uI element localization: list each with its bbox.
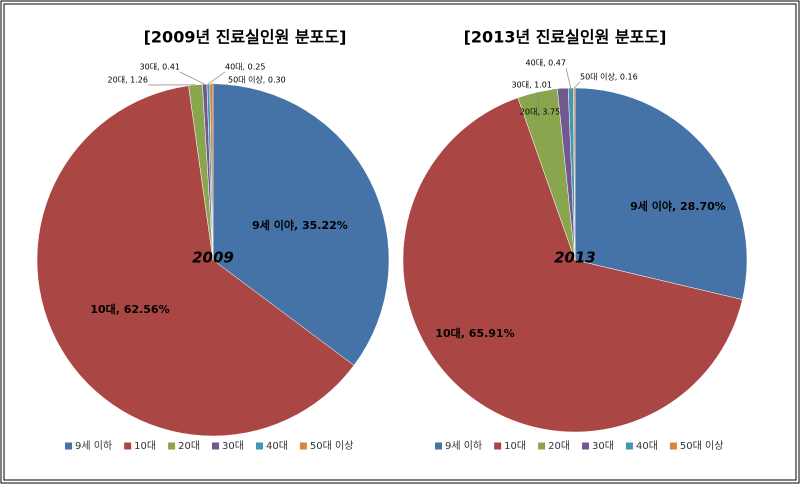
data-label: 20대, 1.26 [108,76,148,85]
legend-swatch [255,442,263,450]
legend-label: 40대 [266,440,288,452]
legend-label: 9세 이하 [445,439,482,452]
pie-slice [402,97,743,433]
pie-slice [574,87,748,300]
legend-label: 10대 [134,440,156,452]
legend-label: 50대 이상 [310,440,354,452]
legend-label: 40대 [636,440,658,452]
leader-line [211,83,229,86]
legend-swatch [669,442,677,450]
data-label: 50대 이상, 0.30 [228,75,286,85]
leader-line [565,67,572,89]
legend-swatch [582,442,590,450]
legend-label: 30대 [592,440,614,452]
leader-line [179,71,205,85]
data-label: 50대 이상, 0.16 [580,72,638,82]
leader-line [573,81,581,89]
data-label: 10대, 62.56% [90,302,169,316]
legend-swatch [124,442,132,450]
legend-swatch [625,442,633,450]
data-label: 40대, 0.25 [225,63,265,72]
data-label: 9세 이야, 28.70% [630,199,726,213]
legend-label: 50대 이상 [680,440,724,452]
leader-line [551,88,563,91]
chart-annotation: 2013 [554,249,596,267]
data-label: 20대, 3.75 [520,108,560,117]
legend-swatch [538,442,546,450]
data-label: 9세 이야, 35.22% [252,218,348,232]
legend-label: 10대 [504,440,526,452]
data-label: 30대, 0.41 [140,63,180,72]
pie-slice [36,85,355,437]
legend-swatch [168,442,176,450]
chart-annotation: 2009 [192,249,234,267]
data-label: 40대, 0.47 [526,59,566,68]
data-label: 10대, 65.91% [435,326,514,340]
pie-slice [212,83,390,366]
chart-title: [2009년 진료실인원 분포도] [144,28,347,47]
legend-label: 9세 이하 [75,439,112,452]
legend-label: 20대 [178,440,200,452]
legend-swatch [65,442,72,450]
legend-swatch [299,442,307,450]
legend-swatch [494,442,502,450]
legend-label: 20대 [548,440,570,452]
leader-line [536,92,541,118]
legend-swatch [212,442,220,450]
legend-label: 30대 [222,440,244,452]
legend-swatch [435,442,442,450]
data-label: 30대, 1.01 [512,81,552,90]
leader-line [208,71,226,85]
inner-border [3,3,797,481]
chart-title: [2013년 진료실인원 분포도] [464,28,667,47]
